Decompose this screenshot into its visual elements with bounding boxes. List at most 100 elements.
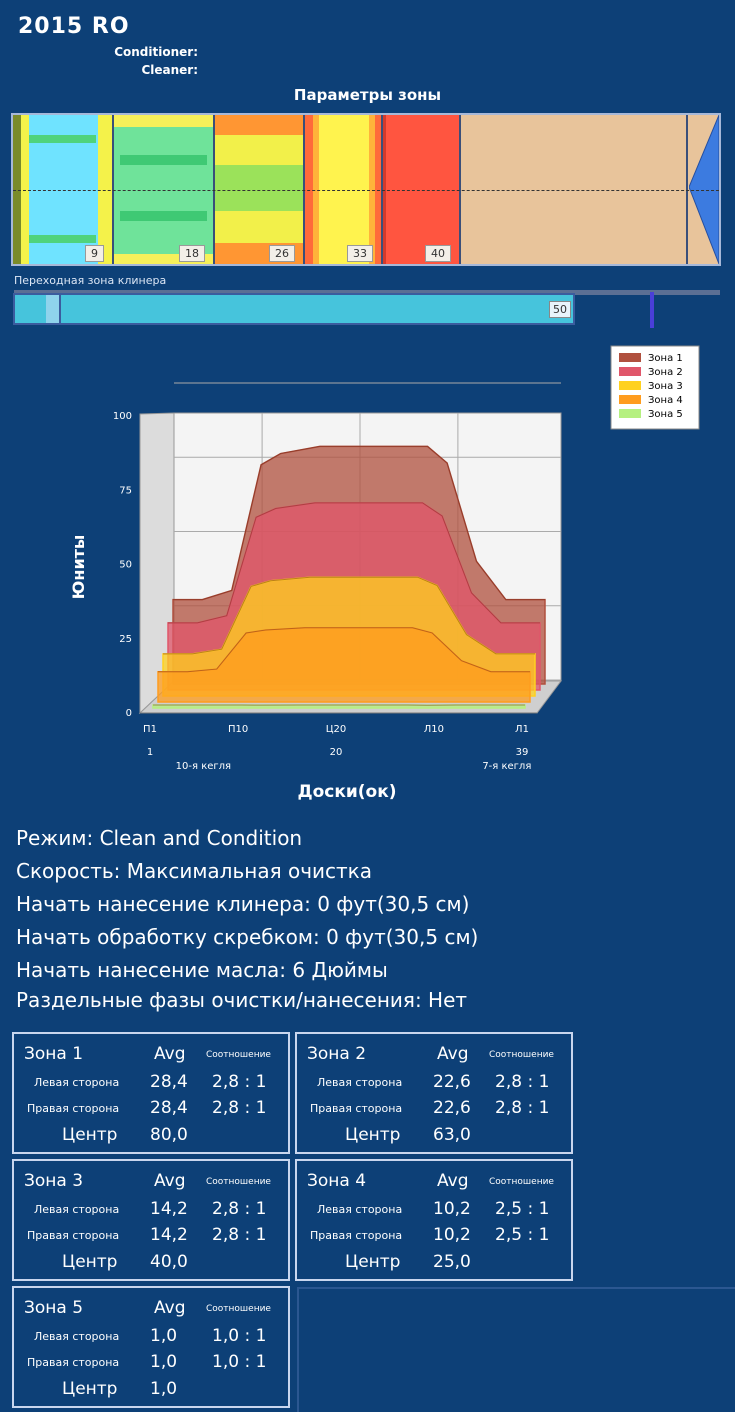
left-side-label: Левая сторона <box>34 1203 119 1216</box>
info-oil-start: Начать нанесение масла: 6 Дюймы <box>16 958 388 982</box>
center-label: Центр <box>62 1125 117 1145</box>
empty-panel <box>297 1287 735 1412</box>
right-ratio: 2,8 : 1 <box>212 1225 266 1245</box>
left-avg: 1,0 <box>150 1326 177 1346</box>
left-side-label: Левая сторона <box>317 1203 402 1216</box>
x-tick-label: П10 <box>228 724 248 735</box>
info-split-phases: Раздельные фазы очистки/нанесения: Нет <box>16 988 467 1012</box>
x-axis-title: Доски(ок) <box>297 782 396 802</box>
zone-1-summary: Зона 1 Avg Соотношение Левая сторона 28,4 2,8… <box>12 1032 290 1154</box>
left-avg: 28,4 <box>150 1072 188 1092</box>
zone-segment-value: 40 <box>425 245 451 262</box>
y-tick-label: 0 <box>126 708 132 719</box>
legend-swatch <box>619 353 641 362</box>
avg-header: Avg <box>437 1171 469 1191</box>
right-side-label: Правая сторона <box>27 1102 119 1115</box>
legend-swatch <box>619 409 641 418</box>
y-tick-label: 50 <box>119 560 132 571</box>
legend-entry: Зона 3 <box>648 381 683 392</box>
pattern-title: 2015 RO <box>18 14 130 39</box>
center-value: 40,0 <box>150 1252 188 1272</box>
zone-segment-value: 33 <box>347 245 373 262</box>
transition-value: 50 <box>549 301 571 318</box>
right-avg: 28,4 <box>150 1098 188 1118</box>
x-board-number: 1 <box>147 747 153 758</box>
transition-handle[interactable] <box>46 295 61 323</box>
legend-swatch <box>619 381 641 390</box>
right-side-label: Правая сторона <box>310 1102 402 1115</box>
left-ratio: 2,8 : 1 <box>212 1199 266 1219</box>
legend-entry: Зона 4 <box>648 395 683 406</box>
left-ratio: 1,0 : 1 <box>212 1326 266 1346</box>
center-label: Центр <box>345 1125 400 1145</box>
avg-header: Avg <box>154 1298 186 1318</box>
right-side-label: Правая сторона <box>27 1356 119 1369</box>
ratio-header: Соотношение <box>206 1177 271 1187</box>
zone-title: Зона 5 <box>24 1298 83 1318</box>
zone-params-heading: Параметры зоны <box>0 86 735 104</box>
transition-marker[interactable] <box>650 292 654 328</box>
zone-title: Зона 3 <box>24 1171 83 1191</box>
legend-entry: Зона 5 <box>648 409 683 420</box>
lane-center-line <box>13 190 719 191</box>
left-side-label: Левая сторона <box>34 1076 119 1089</box>
zone-parameters-bar[interactable]: 9 18 26 33 40 <box>11 113 721 266</box>
center-value: 80,0 <box>150 1125 188 1145</box>
y-tick-label: 100 <box>113 411 132 422</box>
left-ratio: 2,5 : 1 <box>495 1199 549 1219</box>
cleaner-transition-slider[interactable]: 50 <box>13 293 575 325</box>
avg-header: Avg <box>154 1171 186 1191</box>
right-avg: 10,2 <box>433 1225 471 1245</box>
x-tick-label: П1 <box>143 724 157 735</box>
right-avg: 22,6 <box>433 1098 471 1118</box>
info-speed: Скорость: Максимальная очистка <box>16 859 372 883</box>
x-board-number: 39 <box>516 747 529 758</box>
left-ratio: 2,8 : 1 <box>495 1072 549 1092</box>
center-value: 63,0 <box>433 1125 471 1145</box>
zone-segment-value: 9 <box>85 245 104 262</box>
x-tick-label: Ц20 <box>326 724 347 735</box>
y-tick-label: 75 <box>119 485 132 496</box>
ratio-header: Соотношение <box>489 1050 554 1060</box>
right-side-label: Правая сторона <box>27 1229 119 1242</box>
zone-segment-value: 26 <box>269 245 295 262</box>
ratio-header: Соотношение <box>206 1050 271 1060</box>
left-side-label: Левая сторона <box>34 1330 119 1343</box>
legend-swatch <box>619 367 641 376</box>
left-avg: 10,2 <box>433 1199 471 1219</box>
legend-swatch <box>619 395 641 404</box>
right-ratio: 2,5 : 1 <box>495 1225 549 1245</box>
right-ratio: 2,8 : 1 <box>495 1098 549 1118</box>
center-label: Центр <box>62 1252 117 1272</box>
zone-title: Зона 4 <box>307 1171 366 1191</box>
right-side-label: Правая сторона <box>310 1229 402 1242</box>
x-tick-label: Л1 <box>515 724 529 735</box>
x-pin-annotation: 7-я кегля <box>482 761 531 772</box>
center-label: Центр <box>345 1252 400 1272</box>
center-value: 25,0 <box>433 1252 471 1272</box>
info-buffer-start: Начать обработку скребком: 0 фут(30,5 см… <box>16 925 478 949</box>
cleaner-transition-label: Переходная зона клинера <box>14 274 166 287</box>
cleaner-label: Cleaner: <box>141 63 198 77</box>
x-tick-label: Л10 <box>424 724 444 735</box>
zone-segment-value: 18 <box>179 245 205 262</box>
left-side-label: Левая сторона <box>317 1076 402 1089</box>
left-ratio: 2,8 : 1 <box>212 1072 266 1092</box>
legend-entry: Зона 1 <box>648 353 683 364</box>
conditioner-label: Conditioner: <box>114 45 198 59</box>
zone-title: Зона 1 <box>24 1044 83 1064</box>
zone-title: Зона 2 <box>307 1044 366 1064</box>
y-axis-title: Юниты <box>69 535 88 600</box>
left-avg: 14,2 <box>150 1199 188 1219</box>
right-ratio: 1,0 : 1 <box>212 1352 266 1372</box>
left-avg: 22,6 <box>433 1072 471 1092</box>
avg-header: Avg <box>154 1044 186 1064</box>
center-value: 1,0 <box>150 1379 177 1399</box>
info-cleaner-start: Начать нанесение клинера: 0 фут(30,5 см) <box>16 892 469 916</box>
info-mode: Режим: Clean and Condition <box>16 826 302 850</box>
